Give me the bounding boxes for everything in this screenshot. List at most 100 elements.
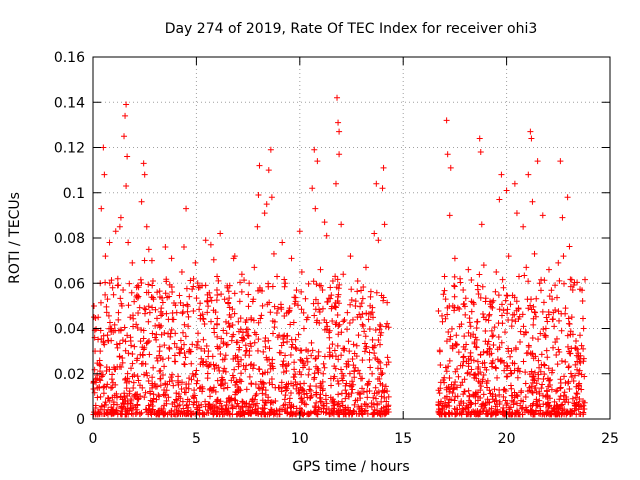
- data-point: [279, 239, 286, 246]
- data-point: [568, 276, 575, 283]
- data-point: [177, 299, 184, 306]
- data-point: [367, 310, 374, 317]
- data-point: [375, 237, 382, 244]
- data-point: [539, 212, 546, 219]
- data-point: [121, 324, 128, 331]
- data-point: [181, 389, 188, 396]
- data-point: [307, 383, 314, 390]
- data-point: [504, 373, 511, 380]
- data-point: [288, 409, 295, 416]
- data-point: [193, 367, 200, 374]
- data-point: [356, 370, 363, 377]
- data-point: [519, 411, 526, 418]
- data-point: [311, 374, 318, 381]
- data-point: [226, 282, 233, 289]
- data-point: [118, 300, 125, 307]
- data-point: [494, 374, 501, 381]
- data-point: [267, 146, 274, 153]
- data-point: [90, 314, 97, 321]
- data-point: [177, 346, 184, 353]
- data-point: [178, 345, 185, 352]
- data-point: [375, 388, 382, 395]
- data-point: [347, 253, 354, 260]
- data-point: [129, 373, 136, 380]
- data-point: [184, 308, 191, 315]
- data-point: [325, 295, 332, 302]
- chart-title: Day 274 of 2019, Rate Of TEC Index for r…: [165, 21, 538, 37]
- data-point: [565, 315, 572, 322]
- data-point: [298, 268, 305, 275]
- data-point: [493, 365, 500, 372]
- data-point: [173, 390, 180, 397]
- data-point: [488, 303, 495, 310]
- data-point: [177, 395, 184, 402]
- data-point: [474, 393, 481, 400]
- data-point: [109, 284, 116, 291]
- data-point: [369, 304, 376, 311]
- data-point: [568, 373, 575, 380]
- data-point: [575, 370, 582, 377]
- data-point: [90, 386, 97, 393]
- data-point: [539, 308, 546, 315]
- data-point: [221, 296, 228, 303]
- data-point: [213, 320, 220, 327]
- data-point: [121, 133, 128, 140]
- data-point: [489, 357, 496, 364]
- data-point: [481, 404, 488, 411]
- data-point: [384, 354, 391, 361]
- data-point: [314, 158, 321, 165]
- data-point: [97, 348, 104, 355]
- data-point: [229, 405, 236, 412]
- data-point: [94, 394, 101, 401]
- data-point: [352, 364, 359, 371]
- data-point: [274, 334, 281, 341]
- data-point: [313, 399, 320, 406]
- data-point: [116, 353, 123, 360]
- data-point: [146, 309, 153, 316]
- data-point: [188, 411, 195, 418]
- data-point: [342, 387, 349, 394]
- x-tick-label: 5: [192, 431, 201, 447]
- data-point: [553, 351, 560, 358]
- data-point: [501, 410, 508, 417]
- data-point: [498, 312, 505, 319]
- data-point: [194, 406, 201, 413]
- data-point: [215, 345, 222, 352]
- data-point: [207, 393, 214, 400]
- data-point: [161, 363, 168, 370]
- data-point: [308, 339, 315, 346]
- data-point: [345, 338, 352, 345]
- data-point: [363, 310, 370, 317]
- data-point: [255, 319, 262, 326]
- data-point: [228, 377, 235, 384]
- data-point: [204, 309, 211, 316]
- data-point: [470, 391, 477, 398]
- data-point: [536, 364, 543, 371]
- data-point: [303, 346, 310, 353]
- data-point: [507, 301, 514, 308]
- data-point: [123, 385, 130, 392]
- data-point: [573, 402, 580, 409]
- data-point: [97, 299, 104, 306]
- data-point: [118, 363, 125, 370]
- data-point: [334, 293, 341, 300]
- data-point: [530, 373, 537, 380]
- data-point: [260, 406, 267, 413]
- data-point: [284, 385, 291, 392]
- data-point: [218, 374, 225, 381]
- data-point: [367, 364, 374, 371]
- data-point: [291, 300, 298, 307]
- data-point: [297, 356, 304, 363]
- data-point: [176, 391, 183, 398]
- data-point: [133, 321, 140, 328]
- data-point: [318, 408, 325, 415]
- data-point: [106, 239, 113, 246]
- data-point: [489, 333, 496, 340]
- data-point: [137, 338, 144, 345]
- data-point: [533, 398, 540, 405]
- data-point: [102, 253, 109, 260]
- data-point: [256, 385, 263, 392]
- data-point: [168, 326, 175, 333]
- data-point: [234, 353, 241, 360]
- data-point: [112, 366, 119, 373]
